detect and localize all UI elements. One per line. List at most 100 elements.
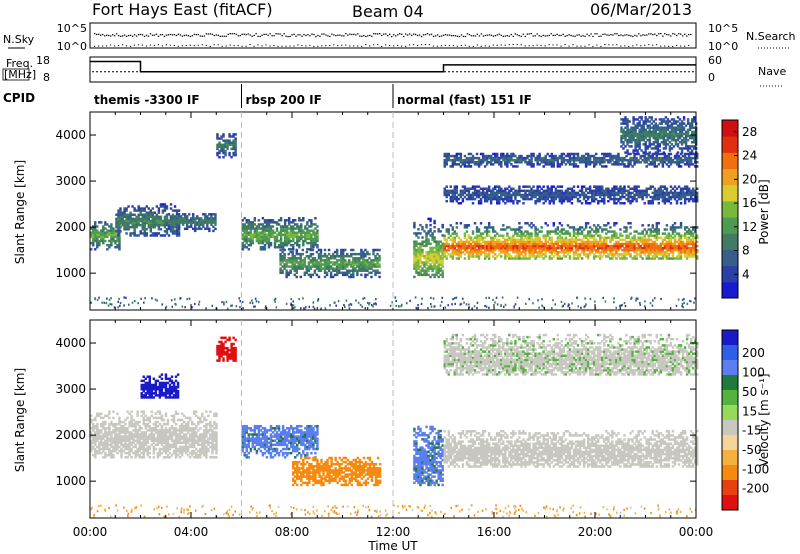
echo-cell: [214, 221, 217, 224]
echo-cell: [556, 240, 560, 244]
echo-cell: [500, 193, 503, 197]
echo-cell: [467, 189, 471, 193]
echo-cell: [546, 246, 549, 250]
echo-cell: [312, 231, 315, 234]
echo-cell: [153, 232, 157, 235]
noise-sky-point: [416, 34, 419, 37]
echo-cell: [588, 248, 592, 252]
echo-cell: [265, 239, 269, 243]
echo-cell: [483, 226, 487, 229]
echo-cell: [413, 246, 416, 250]
echo-cell: [558, 193, 562, 197]
echo-cell: [504, 163, 507, 166]
echo-cell: [570, 240, 574, 244]
noise-sky-point: [518, 35, 520, 37]
echo-cell: [417, 254, 420, 258]
echo-cell: [514, 232, 517, 235]
echo-cell: [135, 225, 138, 229]
echo-cell: [301, 263, 305, 266]
echo-cell: [677, 240, 681, 244]
echo-cell: [433, 257, 436, 260]
echo-cell: [550, 253, 553, 256]
echo-cell: [465, 189, 469, 193]
echo-cell: [512, 228, 515, 231]
echo-cell: [520, 161, 523, 164]
noise-sky-point: [412, 33, 415, 35]
echo-cell: [595, 158, 598, 162]
echo-cell: [639, 240, 642, 244]
echo-cell: [177, 213, 181, 216]
echo-cell: [504, 246, 507, 250]
echo-cell: [461, 246, 465, 250]
echo-cell: [689, 234, 693, 237]
echo-cell: [243, 225, 246, 228]
echo-cell: [467, 163, 471, 166]
echo-cell: [159, 205, 163, 208]
echo-cell: [310, 233, 313, 237]
noise-search-point: [177, 45, 179, 47]
echo-cell: [550, 248, 553, 252]
echo-cell: [453, 240, 457, 244]
echo-cell: [479, 222, 483, 225]
echo-cell: [669, 195, 673, 199]
echo-cell: [588, 185, 592, 188]
echo-cell: [123, 211, 126, 214]
echo-cell: [601, 152, 604, 156]
echo-cell: [657, 195, 661, 199]
echo-cell: [592, 158, 596, 162]
echo-cell: [574, 228, 578, 231]
noise-sky-point: [640, 35, 642, 37]
echo-cell: [552, 161, 555, 164]
echo-cell: [263, 237, 267, 241]
echo-cell: [479, 251, 483, 254]
echo-cell: [287, 257, 290, 260]
echo-cell: [469, 197, 473, 201]
echo-cell: [572, 165, 576, 168]
echo-cell: [247, 231, 250, 234]
echo-cell: [538, 236, 541, 240]
echo-cell: [104, 227, 107, 230]
echo-cell: [558, 246, 562, 250]
echo-cell: [649, 195, 652, 199]
echo-cell: [489, 226, 493, 229]
echo-cell: [481, 189, 485, 193]
echo-cell: [679, 195, 683, 199]
echo-cell: [169, 221, 173, 224]
echo-cell: [566, 158, 570, 162]
echo-cell: [500, 197, 503, 201]
echo-cell: [279, 239, 283, 243]
echo-cell: [453, 230, 457, 233]
echo-cell: [520, 238, 523, 242]
noise-sky-point: [512, 35, 514, 37]
noise-search-point: [241, 45, 243, 47]
echo-cell: [512, 244, 515, 248]
echo-cell: [333, 257, 337, 260]
echo-cell: [473, 236, 477, 240]
echo-cell: [312, 223, 315, 226]
echo-cell: [475, 236, 479, 240]
echo-cell: [619, 244, 622, 248]
echo-cell: [667, 236, 671, 240]
echo-cell: [696, 165, 699, 168]
echo-cell: [479, 191, 483, 195]
echo-cell: [117, 211, 120, 214]
echo-cell: [628, 138, 631, 142]
echo-cell: [485, 226, 489, 229]
echo-cell: [506, 255, 509, 258]
echo-cell: [524, 257, 527, 260]
echo-cell: [106, 223, 109, 226]
echo-cell: [560, 240, 564, 244]
echo-cell: [564, 236, 568, 240]
echo-cell: [471, 244, 475, 248]
echo-cell: [562, 255, 566, 258]
echo-cell: [421, 254, 424, 258]
echo-cell: [413, 223, 416, 227]
echo-cell: [657, 230, 661, 233]
echo-cell: [309, 248, 313, 252]
echo-cell: [639, 191, 642, 195]
echo-cell: [617, 191, 620, 195]
echo-cell: [314, 216, 317, 220]
echo-cell: [560, 224, 564, 227]
echo-cell: [538, 238, 541, 242]
echo-cell: [607, 193, 610, 197]
